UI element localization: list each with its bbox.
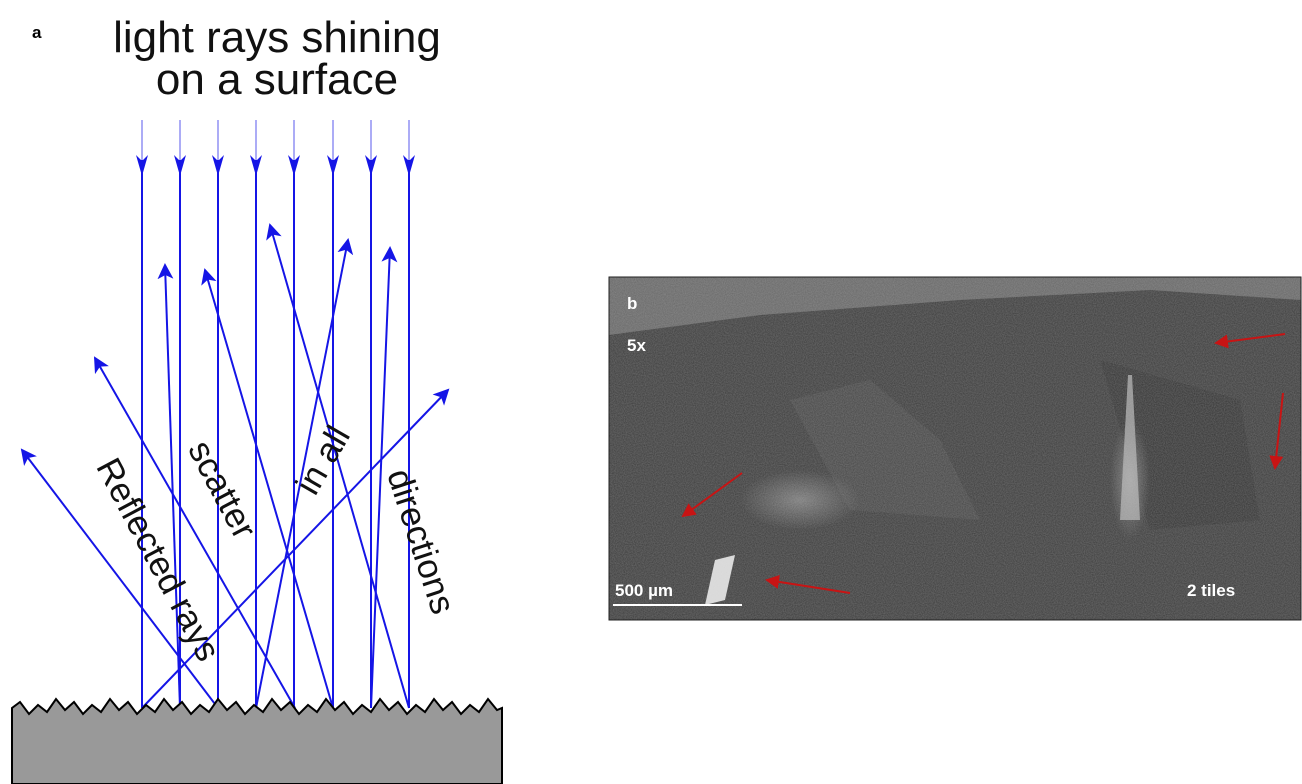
panel-label: b	[627, 294, 637, 313]
image-texture	[609, 277, 1301, 620]
panel-label: a	[32, 23, 42, 42]
magnification: 5x	[627, 336, 646, 355]
figure: a light rays shining on a surface Reflec…	[0, 0, 1302, 784]
title-line: on a surface	[156, 55, 398, 104]
tile-count: 2 tiles	[1187, 581, 1235, 600]
rays	[22, 120, 448, 708]
surface	[12, 699, 502, 784]
annotation: directions	[379, 464, 462, 619]
micrograph	[609, 277, 1301, 620]
scale-bar-label: 500 µm	[615, 581, 673, 600]
